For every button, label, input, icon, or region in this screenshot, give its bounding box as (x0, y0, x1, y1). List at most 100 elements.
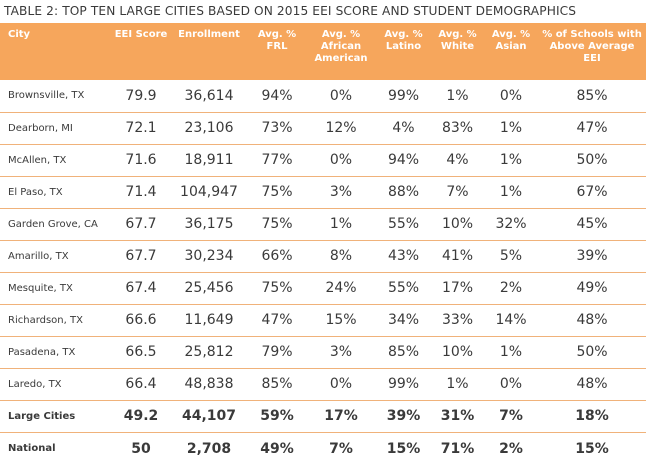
city-cell: El Paso, TX (0, 176, 112, 209)
value-cell: 7% (484, 400, 538, 433)
value-cell: 66.5 (112, 336, 170, 369)
value-cell: 44,107 (170, 400, 248, 433)
city-cell: McAllen, TX (0, 144, 112, 177)
value-cell: 18% (538, 400, 646, 433)
summary-row: Large Cities 49.2 44,107 59% 17% 39% 31% 7% 18% (0, 400, 646, 433)
value-cell: 3% (306, 176, 376, 209)
column-header: % of Schools with Above Average EEI (538, 23, 646, 80)
table-row: Brownsville, TX 79.9 36,614 94% 0% 99% 1% 0% 85% (0, 80, 646, 113)
value-cell: 94% (376, 144, 431, 177)
value-cell: 71.6 (112, 144, 170, 177)
city-cell: Laredo, TX (0, 368, 112, 401)
value-cell: 67.4 (112, 272, 170, 305)
value-cell: 1% (484, 336, 538, 369)
value-cell: 73% (248, 112, 306, 145)
value-cell: 50 (131, 440, 151, 457)
value-cell: 8% (306, 240, 376, 273)
column-header: Avg. % Asian (484, 23, 538, 80)
value-cell: 1% (431, 368, 484, 401)
value-cell: 31% (431, 400, 484, 433)
table-row: McAllen, TX 71.6 18,911 77% 0% 94% 4% 1% 50% (0, 144, 646, 177)
value-cell: 67.7 (112, 240, 170, 273)
value-cell: 33% (431, 304, 484, 337)
value-cell: 39% (376, 400, 431, 433)
city-cell: Amarillo, TX (0, 240, 112, 273)
value-cell: 85% (538, 80, 646, 113)
city-cell: Mesquite, TX (0, 272, 112, 305)
table-title: TABLE 2: TOP TEN LARGE CITIES BASED ON 2… (4, 4, 577, 18)
table-row: Laredo, TX 66.4 48,838 85% 0% 99% 1% 0% 48% (0, 368, 646, 401)
value-cell: 43% (376, 240, 431, 273)
value-cell: 39% (538, 240, 646, 273)
value-cell: 79% (248, 336, 306, 369)
table-row: Mesquite, TX 67.4 25,456 75% 24% 55% 17% 2% 49% (0, 272, 646, 305)
demographics-table: City EEI Score Enrollment Avg. % FRL Avg… (0, 23, 646, 465)
table-row: Amarillo, TX 67.7 30,234 66% 8% 43% 41% 5% 39% (0, 240, 646, 273)
column-header: City (0, 23, 112, 80)
value-cell: 66.6 (112, 304, 170, 337)
value-cell: 36,614 (170, 80, 248, 113)
value-cell: 0% (306, 80, 376, 113)
value-cell: 49.2 (112, 400, 170, 433)
value-cell: 67.7 (112, 208, 170, 241)
city-cell: Large Cities (0, 400, 112, 433)
value-cell: 7% (329, 440, 353, 457)
value-cell: 2% (499, 440, 523, 457)
value-cell: 1% (306, 208, 376, 241)
value-cell: 1% (484, 112, 538, 145)
value-cell: 88% (376, 176, 431, 209)
city-cell: Pasadena, TX (0, 336, 112, 369)
value-cell: 66.4 (112, 368, 170, 401)
value-cell: 12% (306, 112, 376, 145)
city-cell: Dearborn, MI (0, 112, 112, 145)
value-cell: 10% (431, 336, 484, 369)
value-cell: 79.9 (112, 80, 170, 113)
value-cell: 0% (306, 144, 376, 177)
value-cell: 72.1 (112, 112, 170, 145)
value-cell: 34% (376, 304, 431, 337)
value-cell: 2,708 (186, 440, 232, 457)
value-cell: 15% (575, 440, 609, 457)
value-cell: 50% (538, 336, 646, 369)
value-cell: 1% (431, 80, 484, 113)
value-cell: 71% (440, 440, 475, 457)
value-cell: 0% (484, 368, 538, 401)
value-cell: 30,234 (170, 240, 248, 273)
city-cell: Richardson, TX (0, 304, 112, 337)
value-cell: 99% (376, 80, 431, 113)
value-cell: 7% (431, 176, 484, 209)
value-cell: 4% (431, 144, 484, 177)
value-cell: 36,175 (170, 208, 248, 241)
value-cell: 15% (386, 440, 421, 457)
value-cell: 66% (248, 240, 306, 273)
city-cell: Brownsville, TX (0, 80, 112, 113)
column-header: Enrollment (170, 23, 248, 80)
column-header: EEI Score (112, 23, 170, 80)
table-row: Richardson, TX 66.6 11,649 47% 15% 34% 33% 14% 4… (0, 304, 646, 337)
column-header: Avg. % White (431, 23, 484, 80)
value-cell: 47% (538, 112, 646, 145)
value-cell: 67% (538, 176, 646, 209)
value-cell: 41% (431, 240, 484, 273)
value-cell: 55% (376, 208, 431, 241)
city-cell: Garden Grove, CA (0, 208, 112, 241)
value-cell: 45% (538, 208, 646, 241)
value-cell: 50% (538, 144, 646, 177)
value-cell: 104,947 (170, 176, 248, 209)
value-cell: 85% (376, 336, 431, 369)
city-cell: National (8, 443, 56, 455)
value-cell: 17% (431, 272, 484, 305)
value-cell: 17% (306, 400, 376, 433)
value-cell: 94% (248, 80, 306, 113)
value-cell: 0% (484, 80, 538, 113)
value-cell: 23,106 (170, 112, 248, 145)
table-row: Garden Grove, CA 67.7 36,175 75% 1% 55% 10% 32%… (0, 208, 646, 241)
value-cell: 75% (248, 176, 306, 209)
value-cell: 4% (376, 112, 431, 145)
value-cell: 25,456 (170, 272, 248, 305)
value-cell: 14% (484, 304, 538, 337)
table-row: Dearborn, MI 72.1 23,106 73% 12% 4% 83% 1% 47% (0, 112, 646, 145)
value-cell: 59% (248, 400, 306, 433)
header-row: City EEI Score Enrollment Avg. % FRL Avg… (0, 23, 646, 80)
value-cell: 47% (248, 304, 306, 337)
